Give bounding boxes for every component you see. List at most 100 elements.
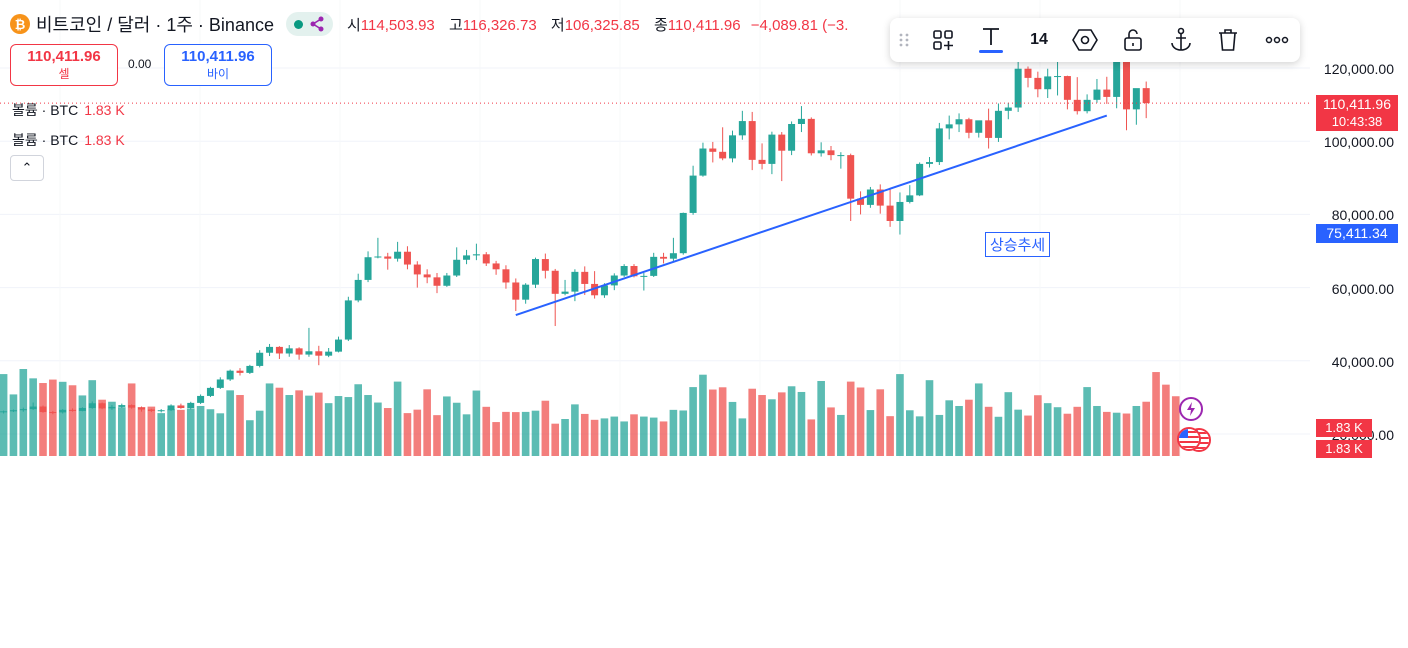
volume-bar bbox=[216, 413, 225, 456]
volume-bar bbox=[137, 407, 146, 456]
unlock-icon[interactable] bbox=[1118, 26, 1148, 54]
text-tool-icon[interactable] bbox=[976, 26, 1006, 54]
candle-body bbox=[1073, 99, 1081, 112]
settings-hexagon-icon[interactable] bbox=[1070, 26, 1100, 54]
volume-bar bbox=[669, 409, 678, 456]
volume-bar bbox=[98, 399, 106, 456]
volume-bar bbox=[186, 408, 195, 456]
volume-bar bbox=[1171, 396, 1180, 456]
volume-legend-label: 볼륨 · BTC bbox=[12, 102, 79, 118]
candle-body bbox=[1123, 50, 1130, 110]
candle-body bbox=[157, 410, 165, 412]
candle-body bbox=[1024, 68, 1032, 78]
chart-area[interactable] bbox=[0, 0, 1408, 458]
drag-handle-icon[interactable] bbox=[892, 26, 916, 54]
candle-body bbox=[827, 150, 835, 156]
volume-legend-row[interactable]: 볼륨 · BTC 1.83 K bbox=[12, 100, 125, 120]
volume-bar bbox=[1142, 401, 1150, 456]
more-icon[interactable] bbox=[1262, 26, 1292, 54]
volume-bar bbox=[196, 405, 205, 456]
volume-bar bbox=[177, 409, 185, 456]
candle-body bbox=[512, 282, 520, 300]
candle-body bbox=[866, 189, 874, 205]
candle-body bbox=[423, 274, 431, 278]
live-dot-icon bbox=[293, 19, 303, 29]
volume-bar bbox=[965, 399, 973, 456]
candle-body bbox=[374, 256, 382, 258]
trash-icon[interactable] bbox=[1213, 26, 1243, 54]
low-label: 저 bbox=[550, 16, 565, 34]
us-flag-event-icon[interactable] bbox=[1177, 427, 1201, 451]
candle-body bbox=[275, 346, 283, 354]
volume-bar bbox=[127, 383, 136, 456]
candle-body bbox=[906, 195, 914, 202]
candle-body bbox=[581, 271, 589, 284]
volume-bar bbox=[374, 402, 382, 456]
countdown-value: 10:43:38 bbox=[1331, 114, 1383, 129]
candle-body bbox=[965, 119, 973, 133]
candle-body bbox=[630, 266, 638, 277]
market-status-pill[interactable] bbox=[285, 12, 333, 36]
volume-bar bbox=[837, 414, 845, 456]
volume-legend-row[interactable]: 볼륨 · BTC 1.83 K bbox=[12, 130, 125, 150]
candle-body bbox=[768, 134, 776, 164]
candle-body bbox=[551, 270, 559, 294]
font-size-button[interactable]: 14 bbox=[1024, 26, 1054, 54]
volume-bar bbox=[344, 397, 353, 456]
volume-bar bbox=[541, 400, 550, 456]
candle-body bbox=[955, 119, 963, 125]
volume-bar bbox=[610, 416, 619, 456]
buy-button[interactable]: 110,411.96 바이 bbox=[164, 44, 272, 86]
candle-body bbox=[532, 259, 539, 285]
volume-bar bbox=[472, 390, 481, 456]
candle-body bbox=[729, 135, 736, 159]
candle-body bbox=[384, 256, 392, 259]
candle-body bbox=[522, 284, 530, 300]
candle-body bbox=[541, 259, 549, 271]
volume-bar bbox=[443, 396, 451, 456]
volume-bar bbox=[88, 380, 97, 456]
volume-bar bbox=[502, 411, 510, 456]
candle-body bbox=[660, 256, 668, 259]
candle-body bbox=[1142, 88, 1150, 104]
volume-bar bbox=[0, 374, 8, 456]
drawing-toolbar: 14 bbox=[890, 18, 1300, 62]
object-tree-icon[interactable] bbox=[928, 26, 958, 54]
sell-button[interactable]: 110,411.96 셀 bbox=[10, 44, 118, 86]
trendline-annotation[interactable]: 상승추세 bbox=[985, 232, 1051, 257]
volume-bar bbox=[955, 405, 963, 456]
candle-body bbox=[748, 121, 756, 160]
candle-body bbox=[896, 201, 904, 221]
font-size-value: 14 bbox=[1030, 31, 1048, 48]
price-chart[interactable] bbox=[0, 0, 1310, 458]
volume-bar bbox=[9, 394, 18, 456]
candle-body bbox=[49, 412, 57, 414]
buy-label: 바이 bbox=[206, 67, 230, 81]
lightning-event-icon[interactable] bbox=[1179, 397, 1203, 421]
volume-bar bbox=[679, 410, 688, 456]
candle-body bbox=[857, 198, 865, 205]
candle-body bbox=[216, 379, 224, 388]
candle-body bbox=[669, 253, 677, 259]
volume-bar bbox=[925, 380, 934, 456]
volume-bar bbox=[1103, 411, 1111, 456]
symbol-title[interactable]: 비트코인 / 달러 · 1주 · Binance bbox=[36, 15, 274, 35]
candle-body bbox=[364, 257, 372, 280]
volume-bar bbox=[492, 422, 500, 456]
volume-bar bbox=[265, 383, 274, 456]
anchor-icon[interactable] bbox=[1166, 26, 1196, 54]
candle-body bbox=[167, 405, 175, 411]
candle-body bbox=[433, 277, 441, 286]
volume-bar bbox=[1063, 413, 1072, 456]
candle-body bbox=[561, 291, 569, 294]
candle-body bbox=[344, 300, 352, 340]
candle-body bbox=[1014, 68, 1022, 108]
volume-bar bbox=[709, 389, 717, 456]
open-label: 시 bbox=[346, 16, 361, 34]
volume-bar bbox=[531, 410, 540, 456]
axis-label-80000: 80,000.00 bbox=[1331, 207, 1394, 223]
collapse-legend-button[interactable]: ⌃ bbox=[10, 155, 44, 181]
candle-body bbox=[394, 251, 402, 259]
candle-body bbox=[315, 351, 323, 356]
candle-body bbox=[246, 365, 254, 373]
